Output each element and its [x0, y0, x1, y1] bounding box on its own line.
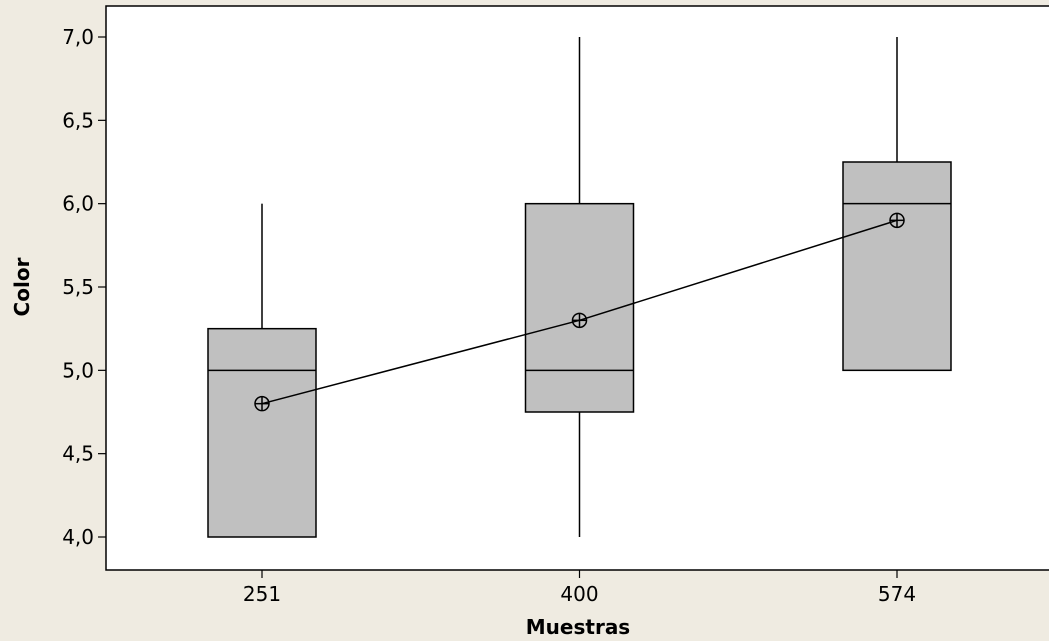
box-iqr [207, 327, 317, 538]
y-axis: 4,0 4,5 5,0 5,5 6,0 6,5 7,0 [62, 25, 106, 549]
x-axis-title: Muestras [526, 615, 630, 639]
x-axis: 251 400 574 [243, 570, 916, 606]
y-tick-label: 6,5 [62, 108, 94, 132]
box-400 [524, 37, 635, 537]
y-tick-label: 4,5 [62, 442, 94, 466]
mean-marker [254, 395, 270, 412]
x-tick-label: 574 [878, 582, 916, 606]
x-tick-label: 400 [560, 582, 598, 606]
mean-markers [254, 212, 905, 412]
y-tick-label: 4,0 [62, 525, 94, 549]
y-tick-label: 6,0 [62, 192, 94, 216]
box-574 [842, 37, 952, 372]
x-tick-label: 251 [243, 582, 281, 606]
y-tick-label: 5,5 [62, 275, 94, 299]
box-iqr [842, 161, 952, 372]
boxes [207, 37, 952, 538]
y-tick-label: 5,0 [62, 358, 94, 382]
mean-marker [571, 312, 588, 329]
box-iqr [524, 202, 635, 413]
box-251 [207, 203, 317, 538]
y-axis-title: Color [10, 257, 34, 316]
mean-marker [889, 212, 905, 229]
y-tick-label: 7,0 [62, 25, 94, 49]
